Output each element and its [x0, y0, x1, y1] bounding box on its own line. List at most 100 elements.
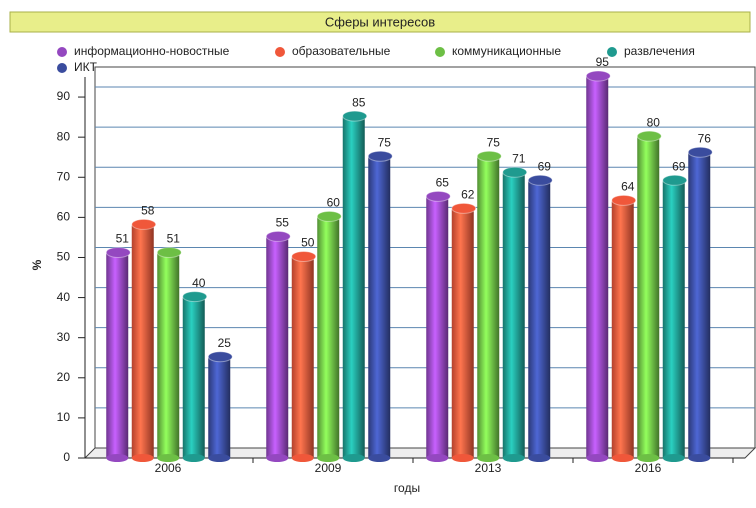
bar: [502, 173, 525, 458]
bar-base: [528, 454, 551, 462]
bar-base: [342, 454, 365, 462]
x-tick-label: 2009: [315, 461, 342, 475]
y-tick-label: 90: [57, 89, 71, 103]
bar: [688, 153, 711, 458]
value-label: 60: [327, 196, 341, 210]
value-label: 85: [352, 95, 366, 109]
value-label: 50: [301, 236, 315, 250]
legend-label: коммуникационные: [452, 44, 561, 58]
value-label: 40: [192, 276, 206, 290]
bar-top: [451, 202, 477, 214]
y-tick-label: 80: [57, 129, 71, 143]
x-tick-label: 2006: [155, 461, 182, 475]
value-label: 65: [436, 175, 450, 189]
bar: [317, 217, 340, 458]
legend-marker: [435, 47, 445, 57]
y-tick-label: 70: [57, 169, 71, 183]
bar-top: [342, 110, 368, 122]
bar-base: [291, 454, 314, 462]
bar: [208, 357, 231, 458]
value-label: 69: [538, 159, 552, 173]
bar-base: [477, 454, 500, 462]
value-label: 58: [141, 204, 155, 218]
bar-top: [316, 210, 342, 222]
bar: [106, 253, 129, 458]
y-tick-label: 10: [57, 410, 71, 424]
bar-base: [368, 454, 391, 462]
bar-top: [502, 166, 528, 178]
bar-base: [208, 454, 231, 462]
bar-top: [131, 218, 157, 230]
title-bar: [9, 11, 751, 33]
bar-base: [662, 454, 685, 462]
bar-top: [476, 150, 502, 162]
value-label: 71: [512, 151, 526, 165]
bar-base: [157, 454, 180, 462]
y-axis-label: %: [30, 259, 44, 270]
y-tick-label: 40: [57, 290, 71, 304]
bar-base: [451, 454, 474, 462]
bar: [477, 157, 500, 459]
bar-base: [182, 454, 205, 462]
bar: [637, 137, 660, 458]
value-label: 76: [698, 131, 712, 145]
value-label: 69: [672, 159, 686, 173]
legend-label: развлечения: [624, 44, 695, 58]
legend-label: ИКТ: [74, 60, 98, 74]
bar-top: [182, 291, 208, 303]
bar-base: [426, 454, 449, 462]
bar-top: [636, 130, 662, 142]
x-tick-label: 2013: [475, 461, 502, 475]
bar: [611, 201, 634, 459]
value-label: 64: [621, 179, 635, 193]
bar-top: [156, 246, 182, 258]
legend-marker: [57, 63, 67, 73]
legend-label: информационно-новостные: [74, 44, 230, 58]
bar-base: [637, 454, 660, 462]
legend-marker: [275, 47, 285, 57]
bar: [662, 181, 685, 458]
bar-base: [131, 454, 154, 462]
legend-marker: [607, 47, 617, 57]
bar-top: [265, 230, 291, 242]
bar-top: [291, 250, 317, 262]
bar-top: [611, 194, 637, 206]
value-label: 62: [461, 188, 475, 202]
bar: [451, 209, 474, 458]
x-axis-label: годы: [394, 481, 420, 495]
value-label: 95: [596, 55, 610, 69]
bar-top: [425, 190, 451, 202]
y-tick-label: 50: [57, 250, 71, 264]
bar-top: [687, 146, 713, 158]
bar-base: [611, 454, 634, 462]
bar-top: [527, 174, 553, 186]
bar-base: [106, 454, 129, 462]
bar-top: [105, 246, 131, 258]
bar: [528, 181, 551, 458]
value-label: 51: [167, 232, 181, 246]
value-label: 25: [218, 336, 232, 350]
legend-label: образовательные: [292, 44, 391, 58]
bar-base: [502, 454, 525, 462]
bar: [291, 257, 314, 458]
x-tick-label: 2016: [635, 461, 662, 475]
bar-base: [317, 454, 340, 462]
value-label: 75: [378, 135, 392, 149]
bar-base: [586, 454, 609, 462]
bar-top: [662, 174, 688, 186]
value-label: 51: [116, 232, 130, 246]
bar: [586, 77, 609, 458]
bar-top: [585, 70, 611, 82]
bar-top: [207, 351, 233, 363]
bar-top: [367, 150, 393, 162]
bar: [182, 297, 205, 458]
y-tick-label: 30: [57, 330, 71, 344]
bar: [426, 197, 449, 458]
chart-title: Сферы интересов: [325, 14, 435, 29]
bar: [368, 157, 391, 459]
value-label: 55: [276, 216, 290, 230]
y-tick-label: 0: [63, 450, 70, 464]
value-label: 80: [647, 115, 661, 129]
y-tick-label: 60: [57, 210, 71, 224]
